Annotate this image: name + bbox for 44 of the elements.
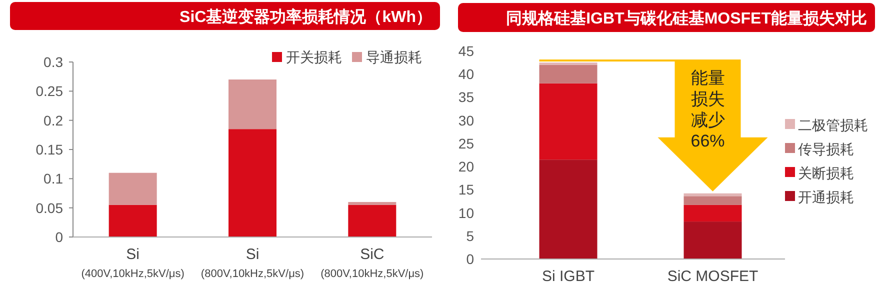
legend-label: 开通损耗: [798, 189, 854, 205]
x-tick-label: SiC (800V,10kHz,5kV/μs): [320, 246, 424, 280]
y-tick-label: 15: [458, 182, 474, 198]
x-tick-label: Si (400V,10kHz,5kV/μs): [81, 246, 184, 280]
y-tick-label: 30: [458, 112, 474, 128]
bar: [539, 64, 598, 84]
bar: [348, 202, 396, 205]
legend-label: 传导损耗: [798, 141, 854, 157]
legend-label: 导通损耗: [366, 49, 422, 65]
y-tick-label: 5: [466, 228, 474, 244]
bar: [539, 83, 598, 160]
bar: [539, 160, 598, 259]
chart-title: SiC基逆变器功率损耗情况（kWh）: [180, 7, 432, 26]
x-tick-label: Si (800V,10kHz,5kV/μs): [200, 246, 304, 280]
y-tick-label: 20: [458, 158, 474, 175]
bar: [684, 204, 742, 222]
legend-label: 关断损耗: [798, 165, 854, 181]
y-tick-label: 40: [458, 66, 474, 82]
bar: [684, 222, 742, 259]
bar: [348, 204, 396, 237]
y-tick-label: 0.05: [36, 200, 64, 216]
y-tick-label: 25: [458, 135, 474, 152]
y-tick-label: 0.1: [44, 170, 64, 187]
bar: [684, 193, 742, 196]
y-tick-label: 45: [458, 43, 474, 59]
bar: [228, 129, 276, 237]
y-tick-label: 0.15: [36, 142, 64, 158]
y-tick-label: 10: [458, 204, 474, 221]
legend-label: 开关损耗: [286, 49, 342, 65]
y-tick-label: 0.2: [44, 112, 64, 128]
y-tick-label: 0.3: [44, 54, 64, 70]
y-tick-label: 35: [458, 89, 474, 106]
y-tick-label: 0.25: [36, 83, 64, 100]
chart-title: 同规格硅基IGBT与碳化硅基MOSFET能量损失对比: [506, 10, 867, 28]
y-tick-label: 0: [55, 229, 64, 245]
x-tick-label: SiC MOSFET: [667, 268, 758, 285]
annotation: 能量损失减少66%: [690, 68, 725, 151]
y-tick-label: 0: [466, 251, 474, 267]
x-tick-label: Si IGBT: [542, 268, 595, 285]
bar: [108, 172, 157, 205]
bar: [228, 80, 276, 130]
legend-label: 二极管损耗: [798, 117, 868, 133]
bar: [684, 196, 742, 205]
bar: [108, 204, 157, 237]
